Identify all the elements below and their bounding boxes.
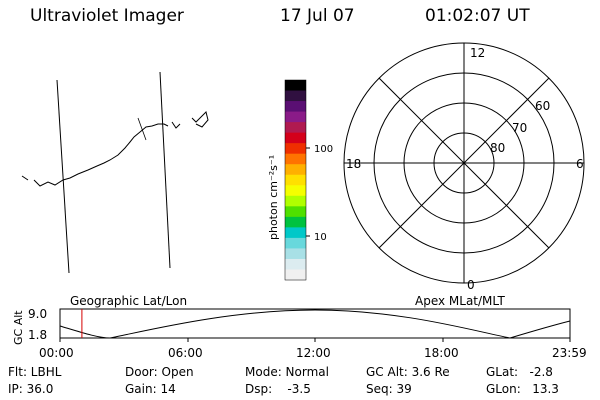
date-label: 17 Jul 07: [280, 6, 355, 26]
colorbar-unit-label: photon cm⁻²s⁻¹: [267, 155, 280, 240]
timeline-right-caption: Apex MLat/MLT: [415, 294, 505, 308]
color-scale-border: [284, 79, 307, 281]
color-scale-segment: [285, 132, 306, 144]
x-tick-1200: 12:00: [296, 346, 331, 360]
lat-label-70: 70: [512, 121, 527, 135]
color-scale-segment: [285, 101, 306, 113]
color-scale-segment: [285, 143, 306, 155]
color-scale-segment: [285, 195, 306, 207]
coastline-path: [21, 111, 209, 187]
info-ip: IP: 36.0: [8, 382, 54, 396]
color-scale-segment: [285, 248, 306, 260]
timeline-frame: [59, 308, 571, 339]
x-tick-0000: 00:00: [39, 346, 74, 360]
info-glon: GLon: 13.3: [486, 382, 559, 396]
mlt-label-6: 6: [576, 157, 584, 171]
info-flt: Flt: LBHL: [8, 365, 62, 379]
color-scale-segment: [285, 80, 306, 92]
mlt-label-18: 18: [346, 157, 361, 171]
x-tick-0600: 06:00: [168, 346, 203, 360]
info-gain: Gain: 14: [125, 382, 176, 396]
color-scale-segment: [285, 216, 306, 228]
timeline-xticks: [59, 338, 571, 342]
timeline-ylabel: GC Alt: [12, 310, 25, 345]
info-seq: Seq: 39: [366, 382, 412, 396]
meridian-line-right: [159, 71, 171, 269]
polar-plot: [343, 42, 585, 284]
color-scale-segment: [285, 206, 306, 218]
color-scale-segment: [285, 227, 306, 239]
altitude-curve: [59, 309, 571, 339]
lat-label-80: 80: [490, 141, 505, 155]
polar-axis-diag-2: [378, 77, 550, 249]
color-scale-bar: [285, 80, 306, 281]
color-scale-segment: [285, 122, 306, 134]
time-label: 01:02:07 UT: [425, 6, 530, 26]
info-gcalt: GC Alt: 3.6 Re: [366, 365, 450, 379]
info-dsp: Dsp: -3.5: [245, 382, 311, 396]
lat-label-60: 60: [535, 99, 550, 113]
mlt-label-0: 0: [467, 278, 475, 292]
x-tick-1800: 18:00: [424, 346, 459, 360]
timeline-ytick-top: 9.0: [28, 307, 47, 321]
instrument-title: Ultraviolet Imager: [30, 6, 184, 26]
color-scale-segment: [285, 111, 306, 123]
x-tick-2359: 23:59: [552, 346, 587, 360]
meridian-line-far: [137, 117, 147, 141]
info-door: Door: Open: [125, 365, 194, 379]
color-scale-segment: [285, 153, 306, 165]
meridian-line-left: [56, 79, 70, 274]
info-glat: GLat: -2.8: [486, 365, 553, 379]
color-scale-segment: [285, 90, 306, 102]
colorbar-label-10: 10: [314, 232, 327, 243]
timeline-left-caption: Geographic Lat/Lon: [70, 294, 187, 308]
color-scale-segment: [285, 185, 306, 197]
geographic-map: [21, 71, 209, 274]
color-scale-segment: [285, 237, 306, 250]
color-scale-segment: [285, 258, 306, 271]
colorbar-label-100: 100: [314, 144, 333, 155]
color-scale-segment: [285, 269, 306, 281]
mlt-label-12: 12: [470, 46, 485, 60]
color-scale-segment: [285, 164, 306, 176]
color-scale-segment: [285, 174, 306, 186]
info-mode: Mode: Normal: [245, 365, 329, 379]
timeline-ytick-bottom: 1.8: [28, 328, 47, 342]
